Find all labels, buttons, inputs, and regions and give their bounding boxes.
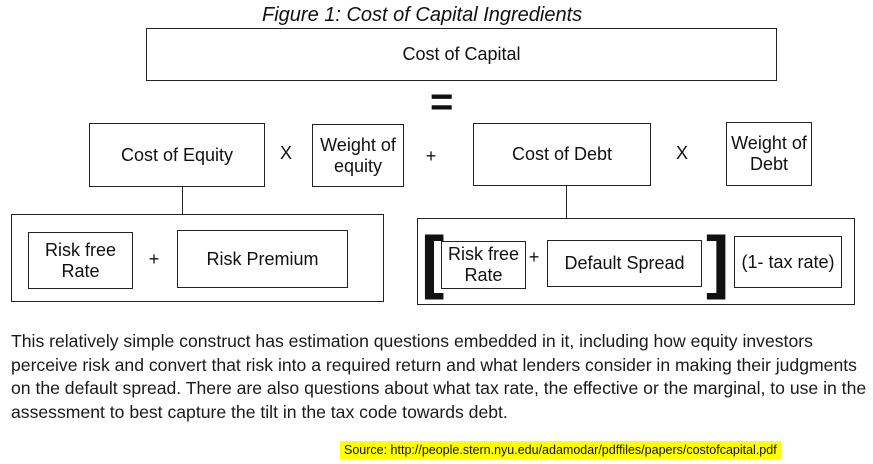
cost-of-equity-box: Cost of Equity xyxy=(89,123,265,187)
tax-factor-box: (1- tax rate) xyxy=(734,236,842,288)
debt-connector-line xyxy=(566,186,567,218)
plus-sign-debt: + xyxy=(528,247,540,267)
figure-title: Figure 1: Cost of Capital Ingredients xyxy=(262,4,583,29)
source-citation: Source: http://people.stern.nyu.edu/adam… xyxy=(340,441,781,459)
risk-free-rate-debt-box: Risk free Rate xyxy=(441,241,526,289)
cost-of-capital-box: Cost of Capital xyxy=(146,28,777,81)
cost-of-debt-box: Cost of Debt xyxy=(473,123,651,186)
equals-sign: = xyxy=(430,80,454,124)
plus-sign-equity: + xyxy=(148,249,160,269)
left-bracket: [ xyxy=(421,222,445,300)
equity-connector-line xyxy=(182,187,183,214)
debt-components-group xyxy=(417,218,855,305)
multiply-sign-equity: X xyxy=(279,143,292,163)
risk-free-rate-equity-box: Risk free Rate xyxy=(28,232,133,289)
default-spread-box: Default Spread xyxy=(547,240,702,287)
weight-of-equity-box: Weight of equity xyxy=(312,124,404,187)
equity-components-group xyxy=(11,214,384,302)
plus-sign-main: + xyxy=(425,146,437,166)
risk-premium-box: Risk Premium xyxy=(177,230,348,288)
right-bracket: ] xyxy=(706,222,730,300)
multiply-sign-debt: X xyxy=(675,143,688,163)
weight-of-debt-box: Weight of Debt xyxy=(726,122,812,186)
description-paragraph: This relatively simple construct has est… xyxy=(11,331,867,422)
